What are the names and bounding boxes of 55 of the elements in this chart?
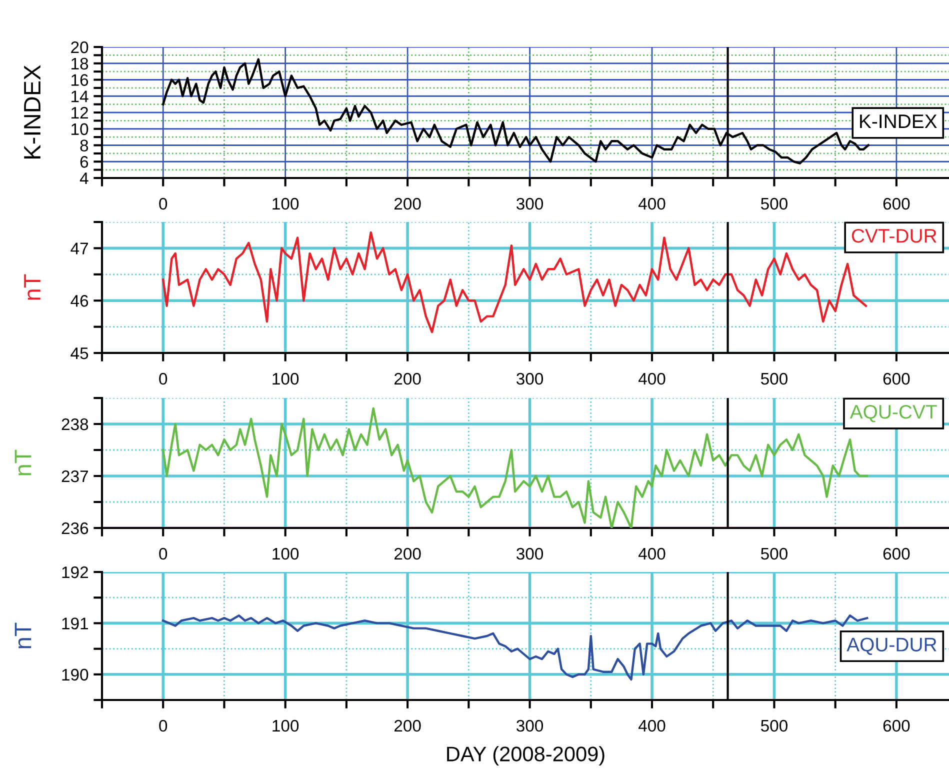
x-tick-label: 0 xyxy=(159,372,168,385)
x-tick-label: 0 xyxy=(159,198,168,210)
y-tick-label: 20 xyxy=(71,41,88,54)
x-tick-label: 400 xyxy=(638,198,666,210)
x-tick-label: 500 xyxy=(760,548,788,560)
x-tick-label: 300 xyxy=(516,548,544,560)
x-tick-label: 200 xyxy=(394,548,421,560)
x-tick-label: 500 xyxy=(760,372,788,385)
y-axis-title: nT xyxy=(14,622,32,648)
x-tick-label: 600 xyxy=(883,372,910,385)
x-tick-label: 100 xyxy=(272,548,299,560)
y-tick-label: 4 xyxy=(80,172,88,184)
y-axis-title: nT xyxy=(24,274,40,300)
x-tick-label: 600 xyxy=(883,198,910,210)
y-tick-label: 190 xyxy=(62,668,88,681)
x-tick-label: 100 xyxy=(272,372,299,385)
y-tick-label: 47 xyxy=(70,242,88,254)
y-axis-title: K-INDEX xyxy=(24,65,40,158)
x-tick-label: 200 xyxy=(394,198,421,210)
y-tick-label: 14 xyxy=(72,90,88,102)
x-tick-label: 300 xyxy=(516,372,544,385)
y-tick-label: 192 xyxy=(62,566,88,578)
x-tick-label: 500 xyxy=(760,198,788,210)
series-label: AQU-CVT xyxy=(850,404,937,422)
y-tick-label: 16 xyxy=(72,74,88,86)
x-tick-label: 600 xyxy=(883,548,910,560)
x-tick-label: 100 xyxy=(272,198,299,210)
series-label: AQU-DUR xyxy=(846,638,936,655)
y-tick-label: 237 xyxy=(62,470,88,482)
x-tick-label: 200 xyxy=(394,720,421,732)
y-tick-label: 12 xyxy=(72,106,88,119)
y-tick-label: 238 xyxy=(62,418,88,430)
x-tick-label: 500 xyxy=(760,720,788,732)
x-tick-label: 0 xyxy=(159,720,168,732)
y-axis-title: nT xyxy=(14,450,32,476)
y-tick-label: 6 xyxy=(80,156,88,168)
x-tick-label: 400 xyxy=(638,372,666,385)
x-tick-label: 300 xyxy=(516,720,544,732)
y-tick-label: 191 xyxy=(62,618,88,630)
series-label: K-INDEX xyxy=(860,114,937,128)
y-tick-label: 45 xyxy=(70,348,88,360)
x-tick-label: 200 xyxy=(394,372,421,385)
x-tick-label: 400 xyxy=(638,548,666,560)
x-tick-label: 100 xyxy=(272,720,299,732)
y-tick-label: 18 xyxy=(72,58,88,70)
y-tick-label: 46 xyxy=(70,295,88,307)
x-tick-label: 300 xyxy=(516,198,544,210)
series-label: CVT-DUR xyxy=(852,228,936,243)
y-tick-label: 10 xyxy=(72,123,88,136)
y-tick-label: 8 xyxy=(80,140,88,152)
x-axis-title: DAY (2008-2009) xyxy=(447,746,604,766)
y-tick-label: 236 xyxy=(62,522,88,534)
x-tick-label: 400 xyxy=(638,720,666,732)
x-tick-label: 0 xyxy=(159,548,168,560)
x-tick-label: 600 xyxy=(883,720,910,732)
